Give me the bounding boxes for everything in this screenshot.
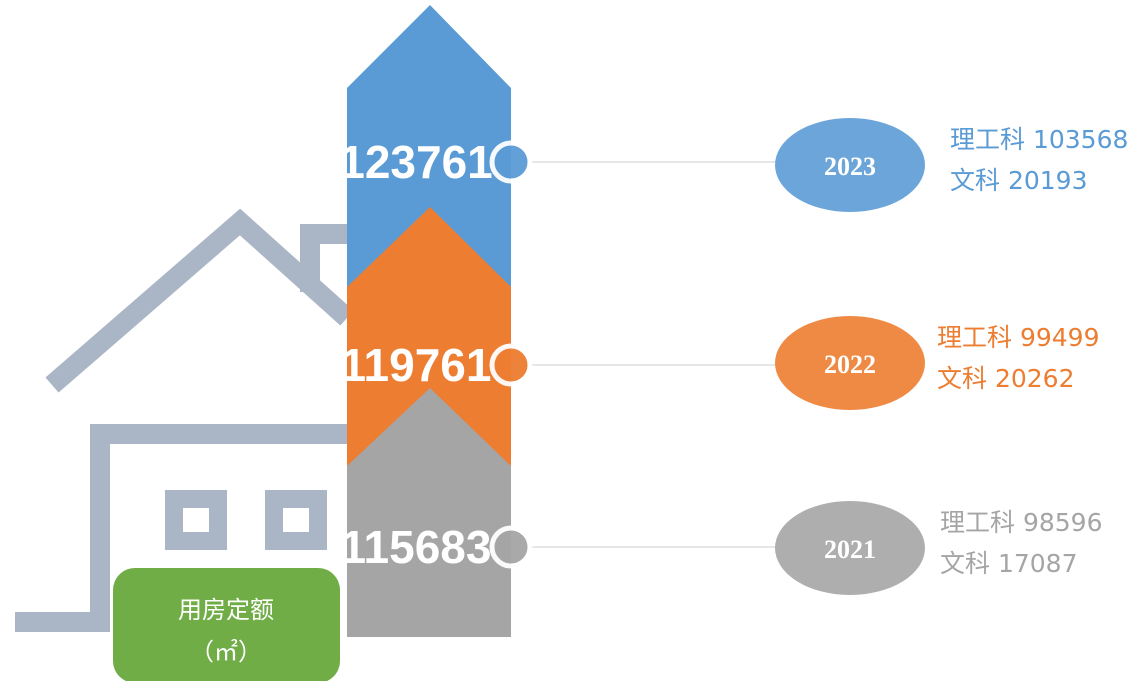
wall (90, 424, 347, 630)
total: 123761 (339, 136, 493, 188)
house-icon (15, 208, 354, 632)
total: 119761 (341, 339, 492, 391)
science: 理工科 98596 (940, 508, 1102, 537)
year: 2023 (824, 152, 876, 181)
badge-unit: （㎡） (190, 638, 262, 666)
science: 理工科 103568 (950, 125, 1128, 154)
year: 2022 (824, 350, 876, 379)
window (265, 490, 327, 550)
node (489, 343, 533, 387)
science: 理工科 99499 (937, 323, 1099, 352)
year-badge (775, 118, 925, 212)
arrow (347, 5, 511, 300)
arrow (347, 388, 511, 637)
window (165, 490, 227, 550)
badge (113, 568, 340, 681)
year-badge (775, 501, 925, 595)
node (489, 525, 533, 569)
badge-title: 用房定额 (178, 596, 274, 624)
node (489, 140, 533, 184)
arts: 文科 20262 (937, 364, 1074, 393)
arrow (347, 207, 511, 480)
total: 115683 (341, 521, 492, 573)
chimney (300, 224, 347, 292)
year-badge (775, 316, 925, 410)
arts: 文科 20193 (950, 166, 1087, 195)
year: 2021 (824, 535, 876, 564)
arts: 文科 17087 (940, 549, 1077, 578)
